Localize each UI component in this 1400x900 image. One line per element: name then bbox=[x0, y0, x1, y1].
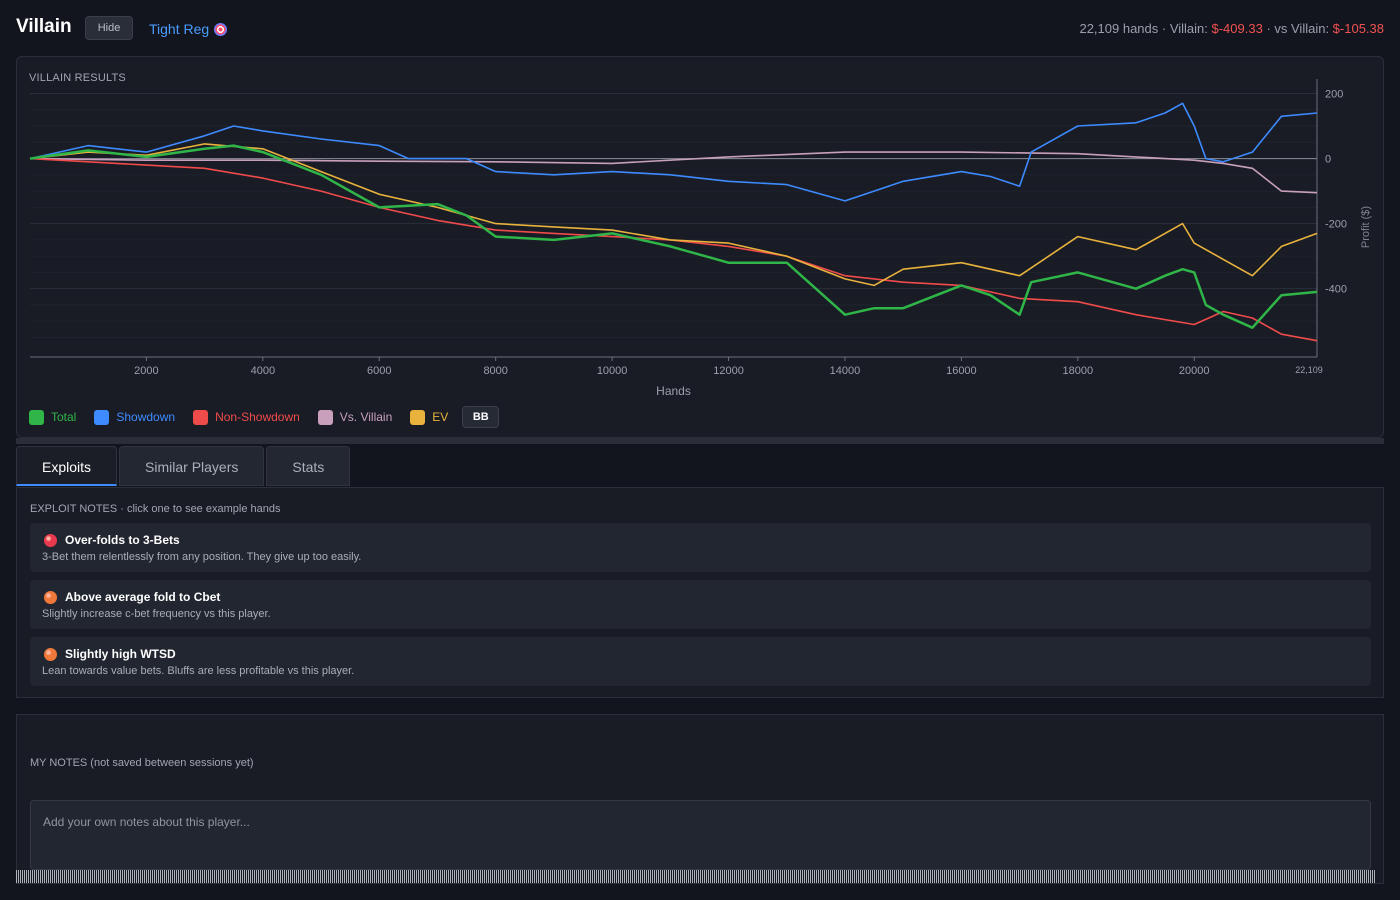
x-tick-label: 18000 bbox=[1063, 365, 1094, 377]
exploit-description: 3-Bet them relentlessly from any positio… bbox=[42, 551, 362, 563]
x-tick-label: 8000 bbox=[483, 365, 507, 377]
series-line-ev bbox=[29, 143, 1318, 287]
legend-swatch bbox=[94, 409, 110, 425]
target-icon bbox=[214, 22, 228, 36]
tab-stats[interactable]: Stats bbox=[266, 446, 351, 486]
hide-button[interactable]: Hide bbox=[85, 16, 133, 40]
x-tick-label: 14000 bbox=[830, 365, 861, 377]
y-tick-label: 0 bbox=[1325, 154, 1331, 166]
exploit-card[interactable]: Above average fold to Cbet Slightly incre… bbox=[30, 580, 1371, 629]
my-notes-panel: MY NOTES (not saved between sessions yet… bbox=[16, 714, 1384, 884]
villain-profit: $-409.33 bbox=[1211, 21, 1263, 36]
legend-item-showdown[interactable]: Showdown bbox=[94, 409, 176, 425]
legend-item-ev[interactable]: EV bbox=[410, 409, 449, 425]
x-tick-label: 2000 bbox=[134, 365, 158, 377]
player-header: Villain Hide Tight Reg 22,109 hands · Vi… bbox=[0, 0, 1400, 56]
exploits-panel: EXPLOIT NOTES · click one to see example… bbox=[16, 487, 1384, 698]
exploit-card[interactable]: Slightly high WTSD Lean towards value bet… bbox=[30, 637, 1371, 686]
y-tick-label: -200 bbox=[1325, 219, 1347, 231]
series-line-total bbox=[29, 144, 1318, 329]
x-axis-title: Hands bbox=[656, 384, 691, 397]
legend-label: EV bbox=[432, 410, 449, 424]
legend-label: Total bbox=[51, 410, 77, 424]
exploit-description: Slightly increase c-bet frequency vs thi… bbox=[42, 608, 271, 620]
legend-label: Vs. Villain bbox=[339, 410, 393, 424]
legend-swatch bbox=[193, 409, 209, 425]
bb-toggle-button[interactable]: BB bbox=[462, 406, 500, 428]
player-type-label: Tight Reg bbox=[149, 21, 210, 37]
tab-similar-players[interactable]: Similar Players bbox=[119, 446, 265, 486]
results-summary: 22,109 hands · Villain: $-409.33 · vs Vi… bbox=[1079, 21, 1384, 36]
chart-legend: Total Showdown Non-Showdown Vs. Villain EV BB bbox=[29, 406, 500, 428]
legend-item-total[interactable]: Total bbox=[29, 409, 77, 425]
notes-textarea[interactable] bbox=[30, 800, 1371, 870]
x-tick-label: 6000 bbox=[367, 365, 391, 377]
hands-count: 22,109 hands · Villain: bbox=[1079, 21, 1212, 36]
series-line-showdown bbox=[29, 102, 1318, 202]
vs-villain-label: · vs Villain: bbox=[1262, 21, 1333, 36]
tab-bar: Exploits Similar Players Stats bbox=[16, 446, 352, 487]
severity-dot-icon bbox=[44, 591, 57, 604]
y-tick-label: -400 bbox=[1325, 284, 1347, 296]
x-tick-label: 10000 bbox=[597, 365, 628, 377]
series-line-non_showdown bbox=[29, 157, 1318, 342]
resize-divider[interactable] bbox=[16, 438, 1384, 444]
panel-resize-handle[interactable] bbox=[16, 870, 1376, 883]
legend-swatch bbox=[410, 409, 426, 425]
chart-panel-label: VILLAIN RESULTS bbox=[29, 72, 126, 84]
x-tick-label: 16000 bbox=[946, 365, 977, 377]
x-end-label: 22,109 bbox=[1295, 365, 1323, 375]
legend-label: Non-Showdown bbox=[215, 410, 300, 424]
vs-villain-profit: $-105.38 bbox=[1332, 21, 1384, 36]
my-notes-label: MY NOTES (not saved between sessions yet… bbox=[30, 757, 254, 769]
x-tick-label: 12000 bbox=[713, 365, 744, 377]
x-tick-label: 20000 bbox=[1179, 365, 1210, 377]
x-tick-label: 4000 bbox=[251, 365, 275, 377]
tab-exploits[interactable]: Exploits bbox=[16, 446, 118, 486]
legend-item-non_showdown[interactable]: Non-Showdown bbox=[193, 409, 300, 425]
legend-item-vs_villain[interactable]: Vs. Villain bbox=[317, 409, 393, 425]
legend-swatch bbox=[317, 409, 333, 425]
player-type-badge[interactable]: Tight Reg bbox=[149, 21, 228, 37]
player-name: Villain bbox=[16, 16, 72, 37]
exploit-description: Lean towards value bets. Bluffs are less… bbox=[42, 665, 355, 677]
exploit-notes-label: EXPLOIT NOTES · click one to see example… bbox=[30, 503, 281, 515]
y-tick-label: 200 bbox=[1325, 89, 1343, 101]
exploit-card[interactable]: Over-folds to 3-Bets 3-Bet them relentles… bbox=[30, 523, 1371, 572]
y-axis-title: Profit ($) bbox=[1360, 206, 1372, 248]
results-chart-panel: VILLAIN RESULTS 200 0 -200 -400 2000 4000 6000… bbox=[16, 56, 1384, 438]
exploit-title: Over-folds to 3-Bets bbox=[65, 533, 180, 547]
exploit-title: Above average fold to Cbet bbox=[65, 590, 221, 604]
exploit-title: Slightly high WTSD bbox=[65, 647, 176, 661]
legend-swatch bbox=[29, 409, 44, 425]
severity-dot-icon bbox=[44, 534, 57, 547]
legend-label: Showdown bbox=[116, 410, 176, 424]
severity-dot-icon bbox=[44, 648, 57, 661]
series-line-vs_villain bbox=[29, 151, 1318, 194]
